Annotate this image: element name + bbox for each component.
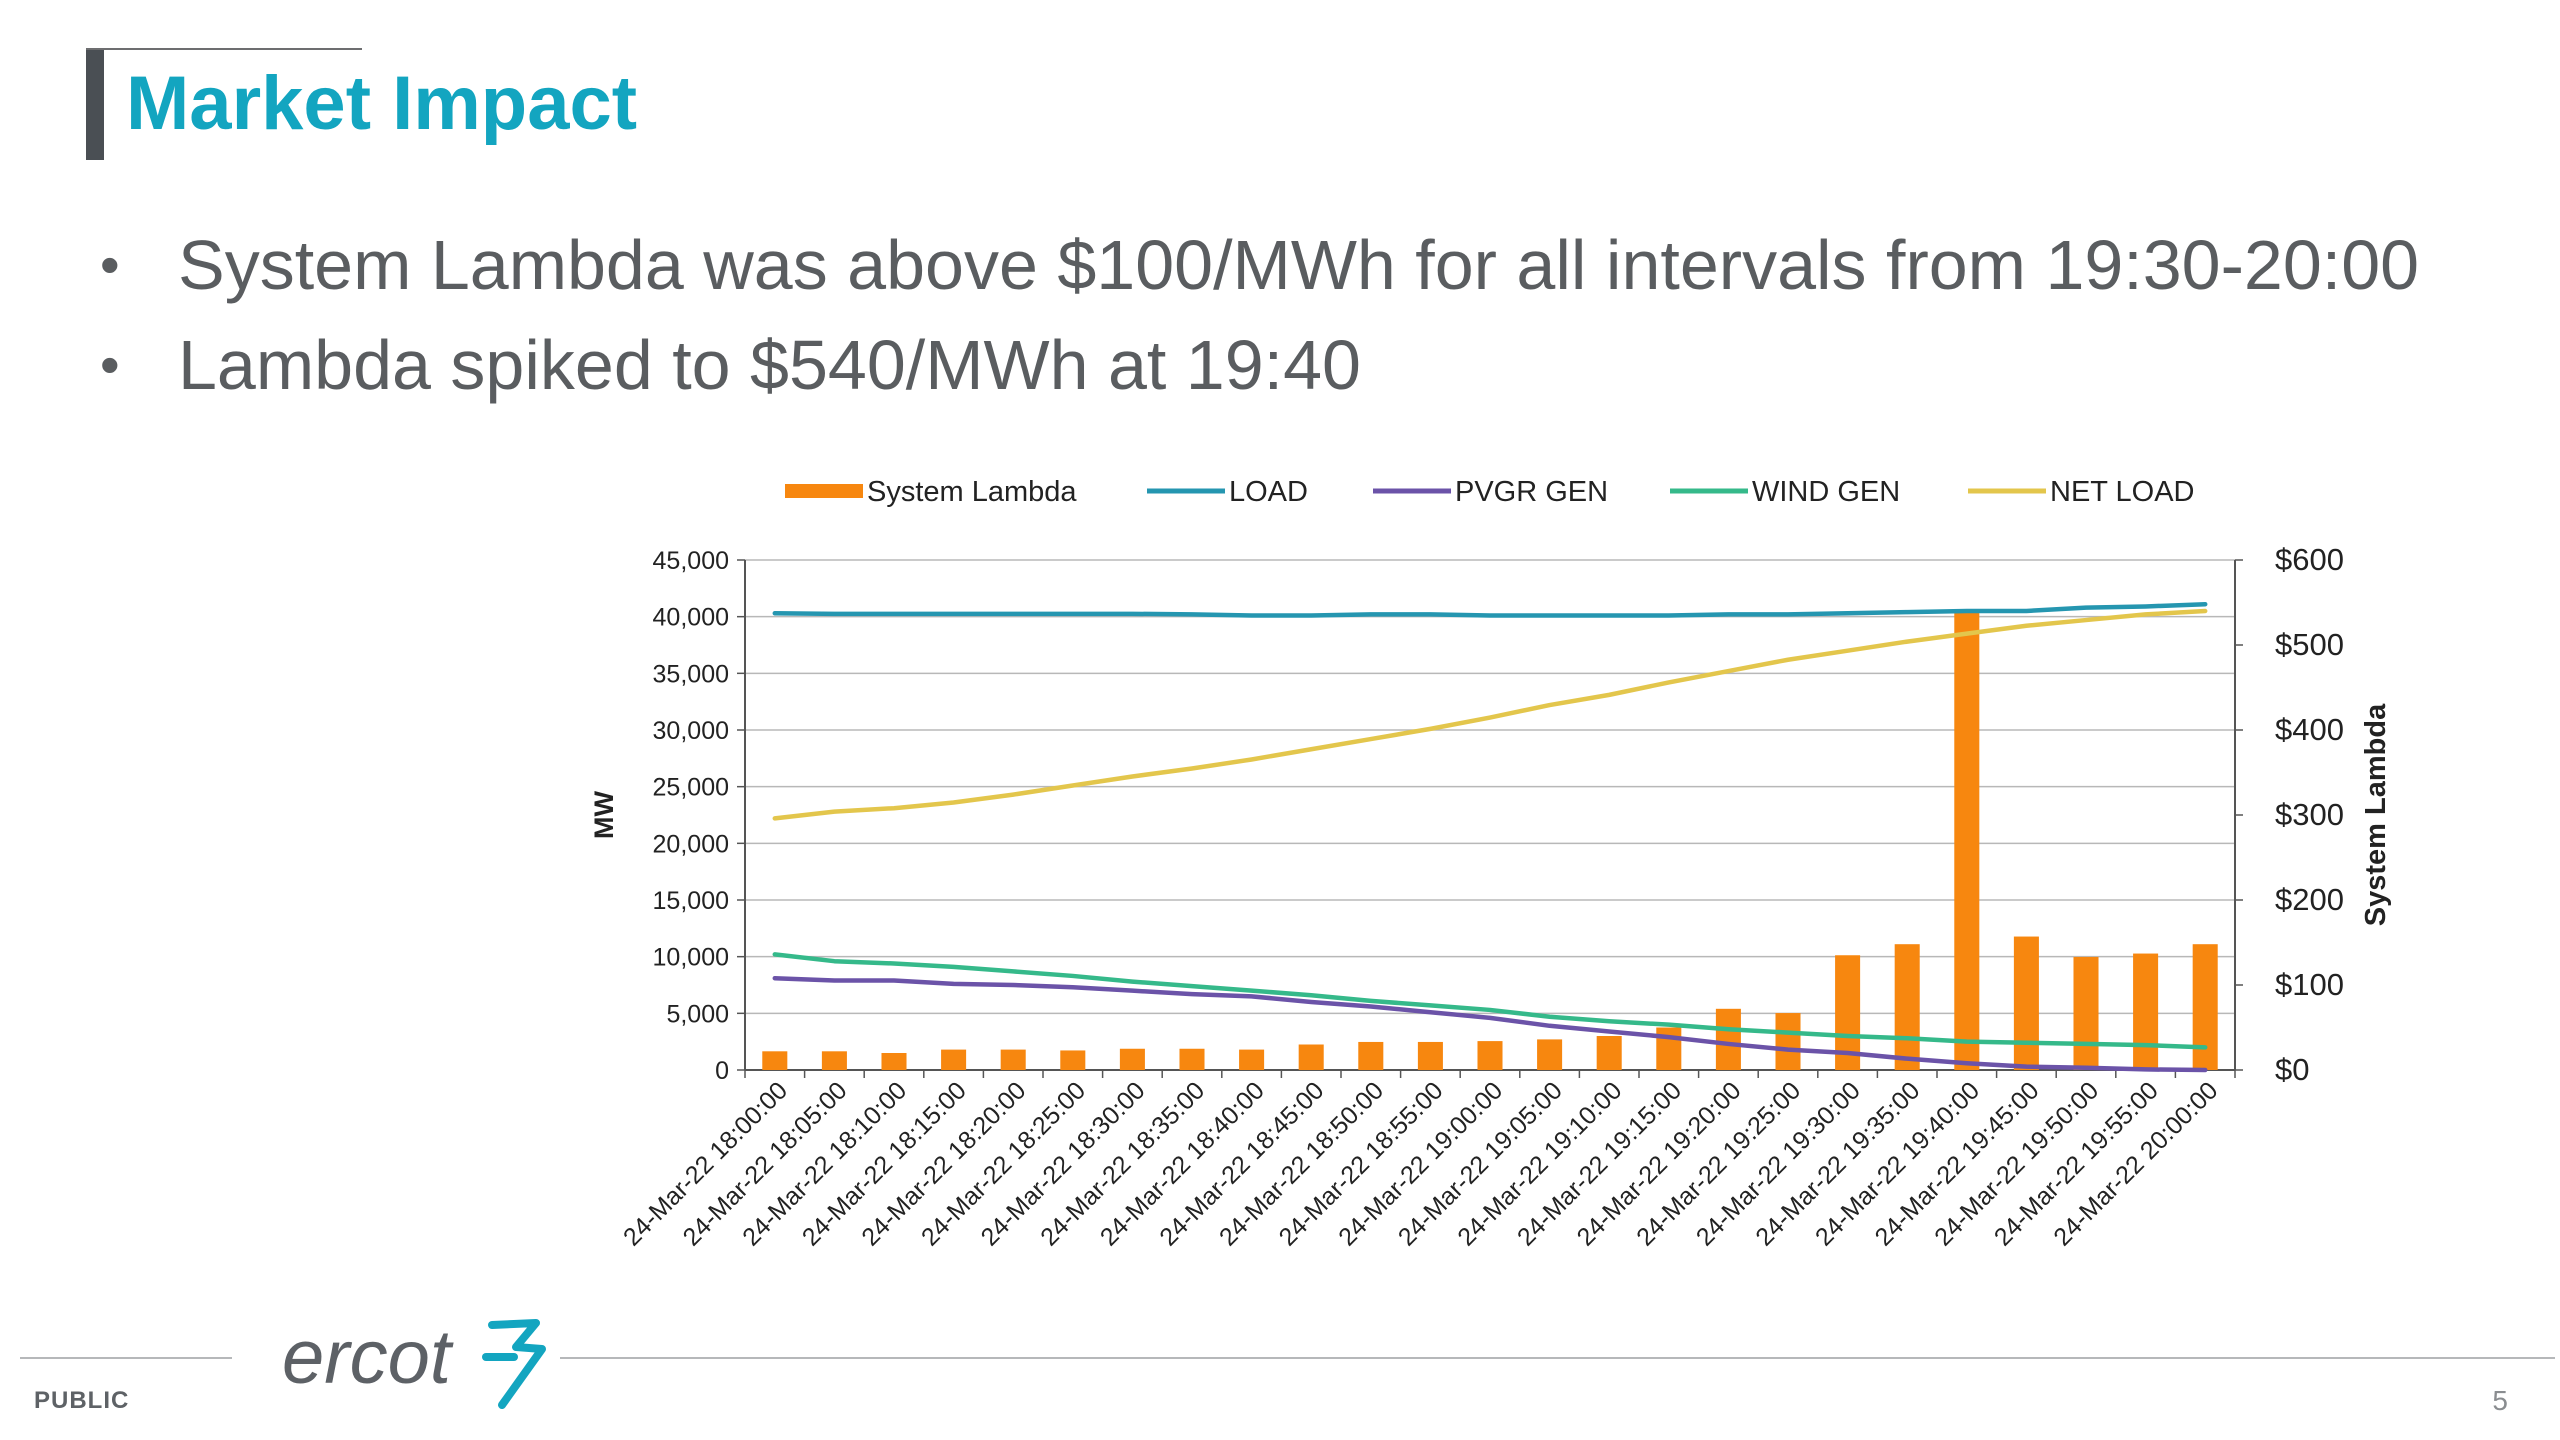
y-axis-title: MW: [589, 791, 619, 839]
legend-label: System Lambda: [867, 476, 1077, 508]
series-line-wind-gen: [772, 952, 2208, 1050]
lambda-bar: [1000, 1049, 1026, 1070]
ercot-logo-wordmark: ercot: [282, 1315, 454, 1400]
y-right-tick-label: $400: [2275, 712, 2344, 747]
lambda-bar: [1894, 944, 1920, 1070]
market-impact-chart: 0 5,000 10,000 15,000 20,000 25,000 30,000 35,0…: [589, 476, 2392, 1252]
bullet-item: • Lambda spiked to $540/MWh at 19:40: [100, 315, 2419, 415]
lambda-bar: [821, 1051, 847, 1070]
footer-classification: PUBLIC: [34, 1387, 130, 1414]
y-tick-label: 35,000: [653, 660, 729, 688]
y-tick-label: 15,000: [653, 887, 729, 915]
lambda-bar: [2013, 936, 2039, 1070]
lambda-bar: [762, 1051, 788, 1070]
page-number: 5: [2492, 1385, 2508, 1416]
y-tick-label: 5,000: [666, 1000, 729, 1028]
lambda-bar: [1954, 611, 1980, 1070]
y-tick-label: 45,000: [653, 547, 729, 575]
y-right-tick-label: $300: [2275, 797, 2344, 832]
lambda-bar: [1298, 1044, 1324, 1070]
legend-label: PVGR GEN: [1455, 476, 1608, 508]
y-right-tick-label: $100: [2275, 967, 2344, 1002]
y-tick-label: 25,000: [653, 774, 729, 802]
lambda-bar: [1060, 1050, 1086, 1070]
ercot-bolt-icon: [482, 1319, 546, 1409]
bullet-text: Lambda spiked to $540/MWh at 19:40: [178, 326, 1361, 404]
legend-label: WIND GEN: [1752, 476, 1900, 508]
legend-label: NET LOAD: [2050, 476, 2195, 508]
legend-swatch: [785, 484, 863, 498]
lambda-bar: [1537, 1039, 1563, 1070]
bullet-item: • System Lambda was above $100/MWh for a…: [100, 215, 2419, 315]
y-tick-label: 0: [715, 1057, 729, 1085]
footer-divider-left: [20, 1357, 232, 1359]
ercot-logo: ercot: [282, 1315, 546, 1409]
lambda-bar: [1179, 1048, 1205, 1070]
y-tick-label: 10,000: [653, 944, 729, 972]
lambda-bar: [1358, 1041, 1384, 1070]
lambda-bar: [1656, 1027, 1682, 1070]
lambda-bar: [2073, 956, 2099, 1070]
lambda-bar: [941, 1049, 967, 1070]
series-line-pvgr-gen: [772, 975, 2208, 1073]
title-rule: [86, 48, 362, 50]
lambda-bar: [2192, 944, 2218, 1070]
y-tick-label: 40,000: [653, 604, 729, 632]
bullet-text: System Lambda was above $100/MWh for all…: [178, 226, 2420, 304]
lambda-bar: [1239, 1049, 1265, 1070]
lambda-bar: [881, 1053, 907, 1070]
lambda-bar: [1477, 1041, 1503, 1070]
lambda-bar: [1715, 1008, 1741, 1070]
bullet-dot-icon: •: [100, 333, 120, 396]
lambda-bar: [1119, 1048, 1145, 1070]
series-line-load: [772, 601, 2208, 618]
y-right-tick-label: $600: [2275, 542, 2344, 577]
lambda-bar: [2133, 953, 2159, 1070]
footer-divider-right: [560, 1357, 2555, 1359]
lambda-bar: [1596, 1036, 1622, 1070]
series-line-net-load: [772, 608, 2208, 821]
lambda-bar: [1417, 1041, 1443, 1070]
bullet-dot-icon: •: [100, 233, 120, 296]
bullet-list: • System Lambda was above $100/MWh for a…: [100, 215, 2419, 415]
legend-label: LOAD: [1229, 476, 1308, 508]
y-tick-label: 20,000: [653, 830, 729, 858]
y-right-axis-title: System Lambda: [2360, 703, 2392, 926]
slide-title: Market Impact: [126, 61, 638, 146]
lambda-bar: [1775, 1013, 1801, 1070]
y-right-tick-label: $200: [2275, 882, 2344, 917]
y-tick-label: 30,000: [653, 717, 729, 745]
y-right-tick-label: $0: [2275, 1052, 2309, 1087]
title-accent-bar: [86, 50, 104, 160]
y-right-tick-label: $500: [2275, 627, 2344, 662]
